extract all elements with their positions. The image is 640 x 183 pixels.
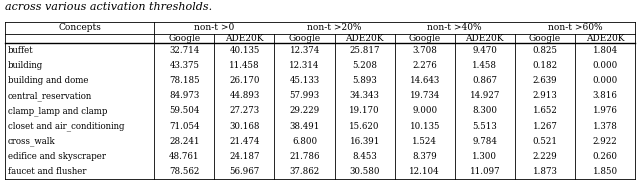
Text: 1.976: 1.976: [593, 107, 618, 115]
Text: 16.391: 16.391: [349, 137, 380, 146]
Text: central_reservation: central_reservation: [8, 91, 92, 101]
Text: 78.562: 78.562: [169, 167, 200, 176]
Text: 12.314: 12.314: [289, 61, 320, 70]
Text: 44.893: 44.893: [229, 91, 260, 100]
Text: 9.000: 9.000: [412, 107, 437, 115]
Text: edifice and skyscraper: edifice and skyscraper: [8, 152, 106, 161]
Text: 5.893: 5.893: [352, 76, 377, 85]
Text: 12.374: 12.374: [289, 46, 319, 55]
Text: 3.708: 3.708: [412, 46, 437, 55]
Text: 40.135: 40.135: [229, 46, 260, 55]
Text: 1.267: 1.267: [532, 122, 557, 131]
Text: building: building: [8, 61, 44, 70]
Text: 2.922: 2.922: [593, 137, 618, 146]
Text: building and dome: building and dome: [8, 76, 88, 85]
Text: 32.714: 32.714: [169, 46, 200, 55]
Text: 30.168: 30.168: [229, 122, 260, 131]
Text: 21.474: 21.474: [229, 137, 260, 146]
Text: Google: Google: [529, 34, 561, 43]
Text: 1.524: 1.524: [412, 137, 437, 146]
Text: 43.375: 43.375: [170, 61, 199, 70]
Text: 9.470: 9.470: [472, 46, 497, 55]
Text: 11.097: 11.097: [470, 167, 500, 176]
Text: 19.734: 19.734: [410, 91, 440, 100]
Text: 9.784: 9.784: [472, 137, 497, 146]
Text: 24.187: 24.187: [229, 152, 260, 161]
Text: 0.521: 0.521: [532, 137, 557, 146]
Text: 2.276: 2.276: [412, 61, 437, 70]
Text: 3.816: 3.816: [593, 91, 618, 100]
Text: 11.458: 11.458: [229, 61, 260, 70]
Text: 84.973: 84.973: [169, 91, 200, 100]
Text: 25.817: 25.817: [349, 46, 380, 55]
Text: 0.182: 0.182: [532, 61, 557, 70]
Text: 1.300: 1.300: [472, 152, 497, 161]
Text: ADE20K: ADE20K: [346, 34, 384, 43]
Text: closet and air_conditioning: closet and air_conditioning: [8, 121, 125, 131]
Text: 1.804: 1.804: [593, 46, 618, 55]
Text: cross_walk: cross_walk: [8, 136, 56, 146]
Text: non-t >60%: non-t >60%: [548, 23, 602, 32]
Text: ADE20K: ADE20K: [465, 34, 504, 43]
Text: 0.260: 0.260: [593, 152, 618, 161]
Text: 26.170: 26.170: [229, 76, 260, 85]
Text: 29.229: 29.229: [289, 107, 319, 115]
Text: 8.300: 8.300: [472, 107, 497, 115]
Text: 56.967: 56.967: [229, 167, 260, 176]
Text: non-t >20%: non-t >20%: [307, 23, 362, 32]
Text: ADE20K: ADE20K: [586, 34, 624, 43]
Text: 5.513: 5.513: [472, 122, 497, 131]
Text: 14.643: 14.643: [410, 76, 440, 85]
Text: 27.273: 27.273: [229, 107, 259, 115]
Text: across various activation thresholds.: across various activation thresholds.: [5, 2, 212, 12]
Text: 34.343: 34.343: [349, 91, 380, 100]
Text: 37.862: 37.862: [289, 167, 319, 176]
Text: 0.825: 0.825: [532, 46, 557, 55]
Text: 71.054: 71.054: [169, 122, 200, 131]
Text: 15.620: 15.620: [349, 122, 380, 131]
Text: 1.458: 1.458: [472, 61, 497, 70]
Text: 21.786: 21.786: [289, 152, 320, 161]
Text: 12.104: 12.104: [410, 167, 440, 176]
Text: ADE20K: ADE20K: [225, 34, 264, 43]
Text: faucet and flusher: faucet and flusher: [8, 167, 86, 176]
Text: 1.850: 1.850: [593, 167, 618, 176]
Text: 10.135: 10.135: [410, 122, 440, 131]
Text: 8.453: 8.453: [352, 152, 377, 161]
Text: non-t >0: non-t >0: [195, 23, 234, 32]
Text: clamp_lamp and clamp: clamp_lamp and clamp: [8, 106, 108, 116]
Text: 38.491: 38.491: [289, 122, 320, 131]
Text: 30.580: 30.580: [349, 167, 380, 176]
Text: 59.504: 59.504: [169, 107, 200, 115]
Text: 1.378: 1.378: [593, 122, 618, 131]
Text: non-t >40%: non-t >40%: [428, 23, 482, 32]
Text: Google: Google: [168, 34, 200, 43]
Text: Google: Google: [289, 34, 321, 43]
Text: 2.913: 2.913: [532, 91, 557, 100]
Text: 19.170: 19.170: [349, 107, 380, 115]
Text: 6.800: 6.800: [292, 137, 317, 146]
Text: 1.652: 1.652: [532, 107, 557, 115]
Text: Google: Google: [408, 34, 441, 43]
Text: 45.133: 45.133: [289, 76, 319, 85]
Text: 14.927: 14.927: [470, 91, 500, 100]
Text: 0.867: 0.867: [472, 76, 497, 85]
Text: 28.241: 28.241: [169, 137, 200, 146]
Text: 48.761: 48.761: [169, 152, 200, 161]
Text: Concepts: Concepts: [58, 23, 101, 32]
Text: 8.379: 8.379: [412, 152, 437, 161]
Text: 78.185: 78.185: [169, 76, 200, 85]
Text: 5.208: 5.208: [352, 61, 377, 70]
Text: 0.000: 0.000: [593, 76, 618, 85]
Text: 1.873: 1.873: [532, 167, 557, 176]
Text: 0.000: 0.000: [593, 61, 618, 70]
Text: 2.639: 2.639: [532, 76, 557, 85]
Text: 2.229: 2.229: [532, 152, 557, 161]
Text: 57.993: 57.993: [289, 91, 319, 100]
Text: buffet: buffet: [8, 46, 34, 55]
